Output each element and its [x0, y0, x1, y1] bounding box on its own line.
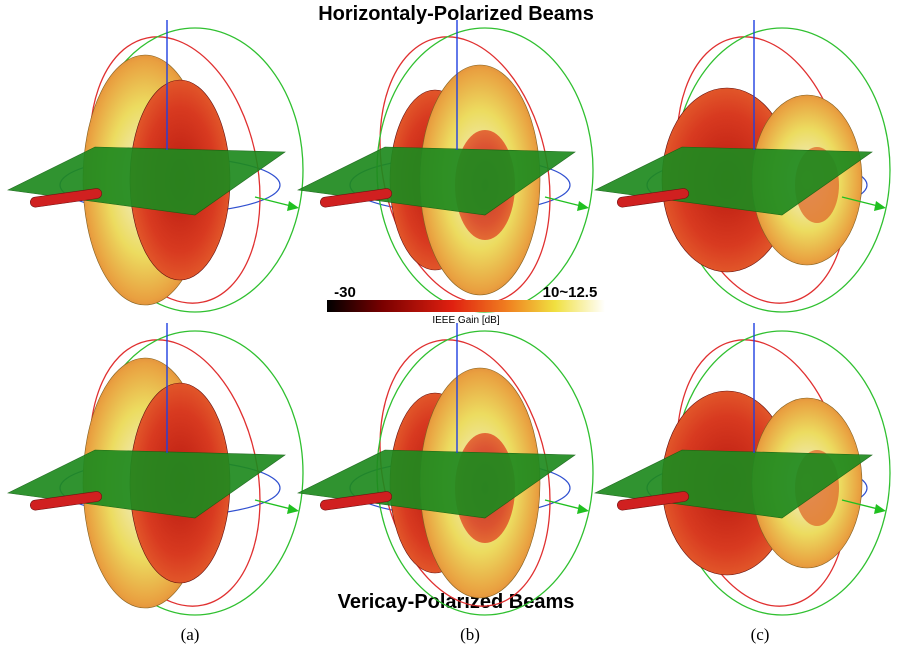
panel-label: (a) [181, 625, 200, 644]
y-arrow [577, 504, 589, 514]
pattern-panel [8, 323, 303, 622]
y-arrow [287, 504, 299, 514]
colorbar-min: -30 [334, 284, 356, 301]
pattern-panel [8, 20, 303, 319]
y-arrow [874, 201, 886, 211]
figure: Horizontaly-Polarized Beams Vericay-Pola… [0, 0, 913, 650]
panel-label: (b) [460, 625, 480, 644]
y-arrow [287, 201, 299, 211]
y-arrow [874, 504, 886, 514]
colorbar-max: 10~12.5 [543, 284, 598, 301]
pattern-panel [595, 20, 890, 319]
top-title: Horizontaly-Polarized Beams [318, 3, 594, 25]
colorbar-title: IEEE Gain [dB] [432, 315, 499, 326]
pattern-panel [595, 323, 890, 622]
pattern-panel [298, 323, 593, 622]
panel-label: (c) [751, 625, 770, 644]
colorbar-gradient [327, 300, 605, 312]
pattern-panel [298, 20, 593, 319]
y-arrow [577, 201, 589, 211]
